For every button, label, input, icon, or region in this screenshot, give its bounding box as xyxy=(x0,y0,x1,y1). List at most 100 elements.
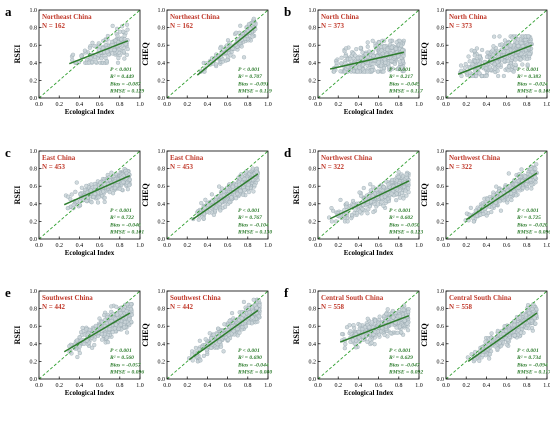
data-point xyxy=(338,197,343,203)
data-point xyxy=(201,353,206,358)
data-point xyxy=(360,207,365,212)
data-point xyxy=(112,185,118,190)
stat-rmse: RMSE = 0.117 xyxy=(516,370,550,376)
data-point xyxy=(501,73,506,79)
data-point xyxy=(129,312,134,317)
y-tick-label: 1.0 xyxy=(309,149,317,155)
panel-letter-d: d xyxy=(284,145,292,160)
data-point xyxy=(354,211,359,216)
data-point xyxy=(401,307,406,312)
data-point xyxy=(107,326,112,332)
data-point xyxy=(474,46,479,51)
data-point xyxy=(227,40,232,46)
data-point xyxy=(89,200,94,205)
region-title: Central South China xyxy=(321,294,384,302)
data-point xyxy=(388,38,393,43)
data-point xyxy=(375,69,380,74)
data-point xyxy=(115,312,120,317)
data-point xyxy=(343,54,348,59)
y-tick-label: 0.2 xyxy=(30,219,38,225)
data-point xyxy=(483,339,488,344)
sample-size: N = 322 xyxy=(449,163,473,171)
data-point xyxy=(121,29,126,34)
data-point xyxy=(505,49,510,54)
data-point xyxy=(470,62,475,67)
data-point xyxy=(73,189,78,194)
y-tick-label: 0.8 xyxy=(158,167,166,173)
data-point xyxy=(242,176,247,181)
sample-size: N = 162 xyxy=(170,22,194,30)
stat-bias: Bias = -0.024 xyxy=(516,81,548,87)
y-tick-label: 0.4 xyxy=(158,202,166,208)
x-tick-label: 1.0 xyxy=(264,102,272,108)
data-point xyxy=(218,208,223,213)
data-point xyxy=(512,319,517,324)
stat-r-squared: R² = 0.767 xyxy=(237,215,262,221)
stat-rmse: RMSE = 0.080 xyxy=(237,370,272,376)
y-tick-label: 1.0 xyxy=(309,289,317,295)
data-point xyxy=(533,321,538,326)
data-point xyxy=(518,57,523,62)
data-point xyxy=(78,191,83,197)
data-point xyxy=(501,49,506,54)
region-title: East China xyxy=(170,154,204,162)
data-point xyxy=(487,65,493,70)
data-point xyxy=(222,322,227,327)
data-point xyxy=(114,304,119,309)
data-point xyxy=(394,325,399,330)
stat-r-squared: R² = 0.217 xyxy=(388,74,413,80)
data-point xyxy=(82,187,88,192)
data-point xyxy=(513,62,518,67)
regression-line xyxy=(329,51,405,70)
stat-bias: Bias = -0.104 xyxy=(237,222,269,228)
data-point xyxy=(75,354,80,360)
sample-size: N = 453 xyxy=(170,163,194,171)
data-point xyxy=(530,169,535,174)
y-tick-label: 1.0 xyxy=(437,8,445,14)
data-point xyxy=(401,196,406,201)
stat-p-value: P < 0.001 xyxy=(517,348,539,354)
data-point xyxy=(405,328,411,333)
data-point xyxy=(65,194,71,199)
region-title: Northeast China xyxy=(170,13,220,21)
y-tick-label: 0.4 xyxy=(309,61,317,67)
data-point xyxy=(492,61,497,67)
data-point xyxy=(334,60,339,66)
x-tick-label: 0.2 xyxy=(462,383,470,389)
data-point xyxy=(525,62,530,67)
x-tick-label: 1.0 xyxy=(264,383,272,389)
data-point xyxy=(381,69,386,74)
y-tick-label: 0.0 xyxy=(437,377,445,383)
data-point xyxy=(251,21,256,26)
x-tick-label: 0.6 xyxy=(375,102,383,108)
x-tick-label: 0.8 xyxy=(116,102,124,108)
data-point xyxy=(122,33,127,38)
y-tick-label: 0.8 xyxy=(309,26,317,32)
x-tick-label: 0.0 xyxy=(314,243,322,249)
data-point xyxy=(77,335,82,340)
sample-size: N = 442 xyxy=(42,303,66,311)
data-point xyxy=(485,50,490,55)
region-title: Northwest China xyxy=(321,154,373,162)
stat-p-value: P < 0.001 xyxy=(110,67,132,73)
y-tick-label: 1.0 xyxy=(30,8,38,14)
data-point xyxy=(98,180,103,185)
sample-size: N = 453 xyxy=(42,163,66,171)
data-point xyxy=(353,65,358,70)
data-point xyxy=(246,320,251,325)
data-point xyxy=(231,54,236,59)
y-axis-label: CHEQ xyxy=(141,323,150,347)
y-tick-label: 0.2 xyxy=(437,219,445,225)
region-title: Southwest China xyxy=(170,294,221,302)
data-point xyxy=(115,33,120,38)
region-title: East China xyxy=(42,154,76,162)
y-tick-label: 0.2 xyxy=(309,78,317,84)
data-point xyxy=(238,23,243,28)
data-point xyxy=(361,185,366,191)
data-point xyxy=(119,37,124,42)
data-point xyxy=(404,172,409,177)
x-tick-label: 1.0 xyxy=(264,243,272,249)
x-tick-label: 0.0 xyxy=(314,102,322,108)
y-tick-label: 0.6 xyxy=(309,184,317,190)
data-point xyxy=(199,201,204,206)
